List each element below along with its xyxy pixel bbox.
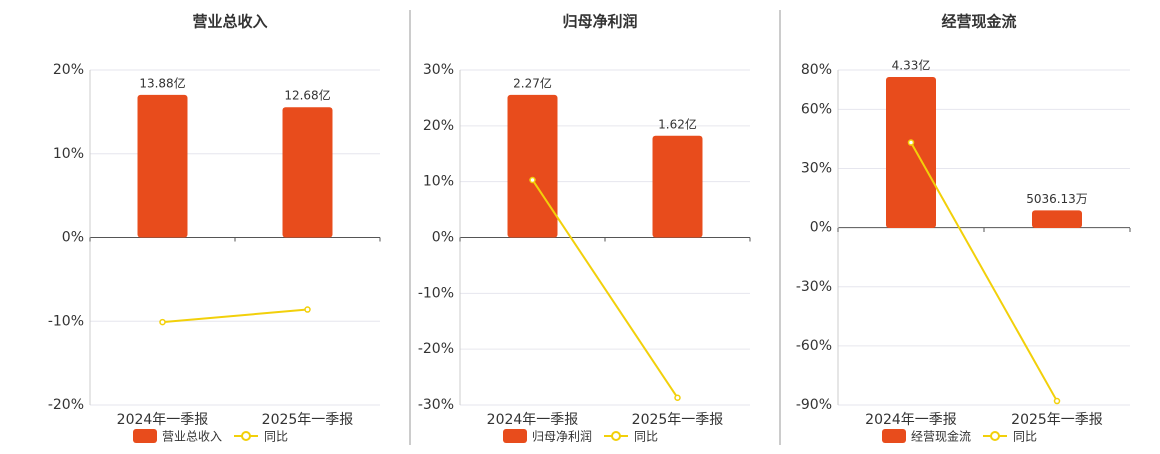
bar [886,76,936,228]
y-tick-label: -60% [796,338,832,354]
line [162,308,308,324]
value-label: 1.62亿 [658,116,697,131]
value-label: 5036.13万 [1026,192,1088,206]
legend-label: 同比 [634,430,658,444]
y-tick-label: 30% [801,161,832,177]
x-tick-label: 2024年一季报 [865,412,957,428]
y-tick-label: 0% [432,230,454,246]
y-tick-label: 80% [801,62,832,78]
y-tick-label: 0% [62,230,84,246]
line [910,142,1058,402]
legend-swatch [503,429,527,443]
y-tick-label: -90% [796,397,832,413]
legend-label: 同比 [264,430,288,444]
bar [507,94,558,238]
chart-title: 归母净利润 [562,13,637,31]
y-tick-label: 20% [423,118,454,134]
line-point [674,394,681,401]
value-label: 13.88亿 [139,75,185,90]
x-tick-label: 2025年一季报 [1011,412,1103,428]
value-label: 2.27亿 [513,75,552,90]
line-point [304,306,311,313]
x-tick-label: 2024年一季报 [117,412,209,428]
bar [137,94,188,238]
value-label: 4.33亿 [892,57,931,72]
legend-swatch [133,429,157,443]
legend-swatch [882,429,906,443]
legend-label: 同比 [1013,430,1037,444]
bar [1032,210,1082,228]
y-tick-label: -10% [48,313,84,329]
y-tick-label: 0% [810,220,832,236]
line-point [159,318,166,326]
line-point [1053,397,1061,405]
legend-swatch [611,431,621,441]
value-label: 12.68亿 [284,88,330,103]
legend-label: 营业总收入 [162,430,222,444]
line-point [907,139,915,146]
y-tick-label: -20% [418,341,454,357]
y-tick-label: -10% [418,285,454,301]
y-tick-label: 30% [423,62,454,78]
line [531,179,679,399]
x-tick-label: 2025年一季报 [632,412,724,428]
line-point [529,176,536,184]
legend-swatch [241,431,251,441]
legend-label: 经营现金流 [911,429,971,444]
y-tick-label: -30% [796,279,832,295]
y-tick-label: 10% [53,146,84,162]
y-tick-label: -20% [48,397,84,413]
x-tick-label: 2024年一季报 [487,412,579,428]
chart-title: 营业总收入 [192,13,267,31]
y-tick-label: -30% [418,397,454,413]
legend-label: 归母净利润 [532,430,592,444]
legend-swatch [990,431,1000,441]
y-tick-label: 10% [423,174,454,190]
chart-title: 经营现金流 [941,13,1016,31]
y-tick-label: 60% [801,101,832,117]
bar [652,135,703,238]
bar [282,107,333,238]
y-tick-label: 20% [53,62,84,78]
x-tick-label: 2025年一季报 [262,412,354,428]
